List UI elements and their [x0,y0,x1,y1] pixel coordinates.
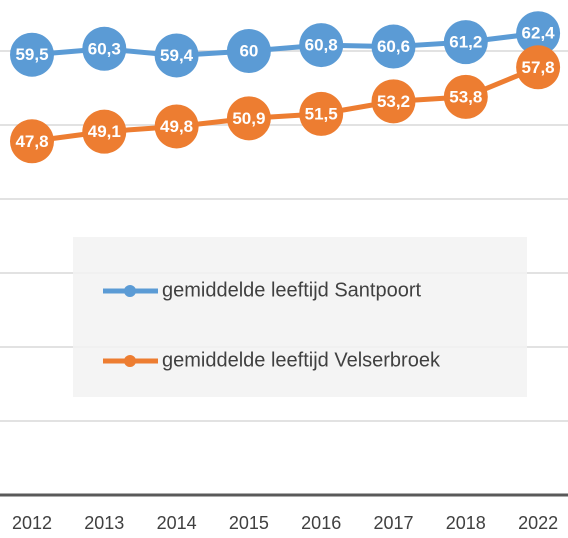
point [10,119,54,164]
data-label: 57,8 [522,58,555,77]
data-label: 60,6 [377,37,410,56]
legend-label: gemiddelde leeftijd Santpoort [162,279,422,301]
point [371,24,416,69]
point [371,79,416,124]
point [299,91,344,136]
data-label: 60,8 [305,36,338,55]
x-tick-label: 2017 [373,513,413,533]
point [443,74,488,119]
x-tick-label: 2022 [518,513,558,533]
x-tick-label: 2015 [229,513,269,533]
data-label: 53,8 [449,87,482,106]
legend-label: gemiddelde leeftijd Velserbroek [162,349,441,371]
legend-box [73,237,527,397]
legend-marker [124,285,136,297]
point [154,33,199,78]
data-label: 60,3 [88,39,121,58]
point [516,11,561,56]
data-label: 59,4 [160,46,194,65]
data-label: 61,2 [449,33,482,52]
x-tick-label: 2013 [84,513,124,533]
x-tick-label: 2014 [157,513,197,533]
point [10,32,54,77]
data-label: 50,9 [232,109,265,128]
legend-marker [124,355,136,367]
data-label: 53,2 [377,92,410,111]
data-label: 62,4 [522,24,556,43]
data-label: 59,5 [15,45,48,64]
data-label: 60 [239,41,258,60]
point [443,20,488,65]
point [516,45,561,90]
point [226,96,271,141]
point [154,104,199,149]
point [226,29,271,73]
data-label: 51,5 [305,104,338,123]
data-label: 49,1 [88,122,121,141]
x-tick-label: 2018 [446,513,486,533]
data-label: 47,8 [15,132,48,151]
point [299,23,344,68]
point [82,109,127,154]
point [82,26,127,71]
x-tick-label: 2016 [301,513,341,533]
data-label: 49,8 [160,117,193,136]
x-tick-label: 2012 [12,513,52,533]
